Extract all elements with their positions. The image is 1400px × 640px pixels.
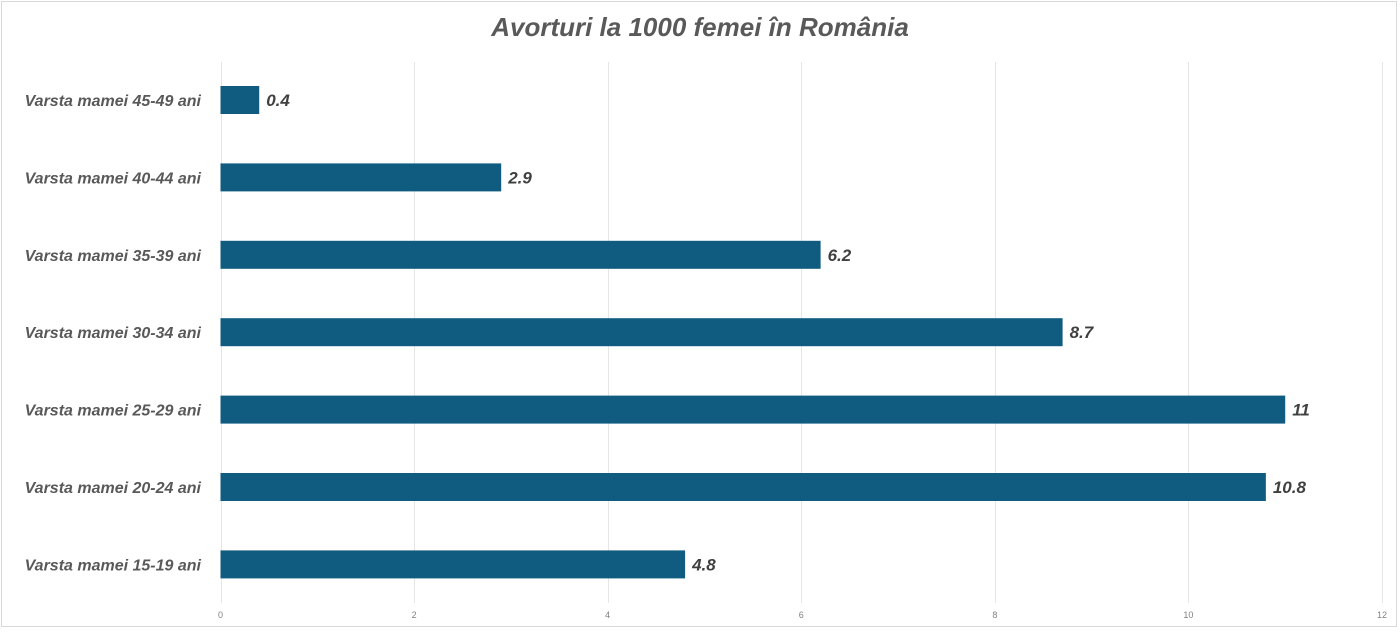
category-label: Varsta mamei 20-24 ani — [25, 480, 202, 497]
category-label: Varsta mamei 30-34 ani — [25, 325, 202, 342]
bar — [220, 163, 502, 192]
bar — [220, 550, 686, 579]
category-label: Varsta mamei 40-44 ani — [25, 170, 202, 187]
x-tick-label: 10 — [1183, 610, 1193, 620]
bar — [220, 473, 1266, 501]
x-tick-label: 4 — [605, 610, 610, 620]
x-tick-label: 6 — [799, 610, 804, 620]
category-label: Varsta mamei 45-49 ani — [25, 93, 202, 110]
data-label: 8.7 — [1070, 323, 1095, 342]
category-label: Varsta mamei 35-39 ani — [25, 248, 202, 265]
data-label: 2.9 — [507, 168, 532, 187]
bar — [220, 86, 260, 114]
data-label: 4.8 — [691, 555, 716, 574]
bar — [220, 395, 1286, 424]
data-label: 11 — [1292, 401, 1310, 420]
x-tick-label: 0 — [218, 610, 223, 620]
chart-title: Avorturi la 1000 femei în România — [491, 12, 909, 42]
bar — [220, 240, 821, 269]
bar — [220, 318, 1063, 347]
data-label: 6.2 — [828, 246, 852, 265]
category-label: Varsta mamei 15-19 ani — [25, 557, 202, 574]
category-label: Varsta mamei 25-29 ani — [25, 403, 202, 420]
x-tick-label: 8 — [992, 610, 997, 620]
data-label: 0.4 — [266, 91, 290, 110]
data-label: 10.8 — [1273, 478, 1307, 497]
x-tick-label: 12 — [1377, 610, 1387, 620]
x-tick-label: 2 — [412, 610, 417, 620]
